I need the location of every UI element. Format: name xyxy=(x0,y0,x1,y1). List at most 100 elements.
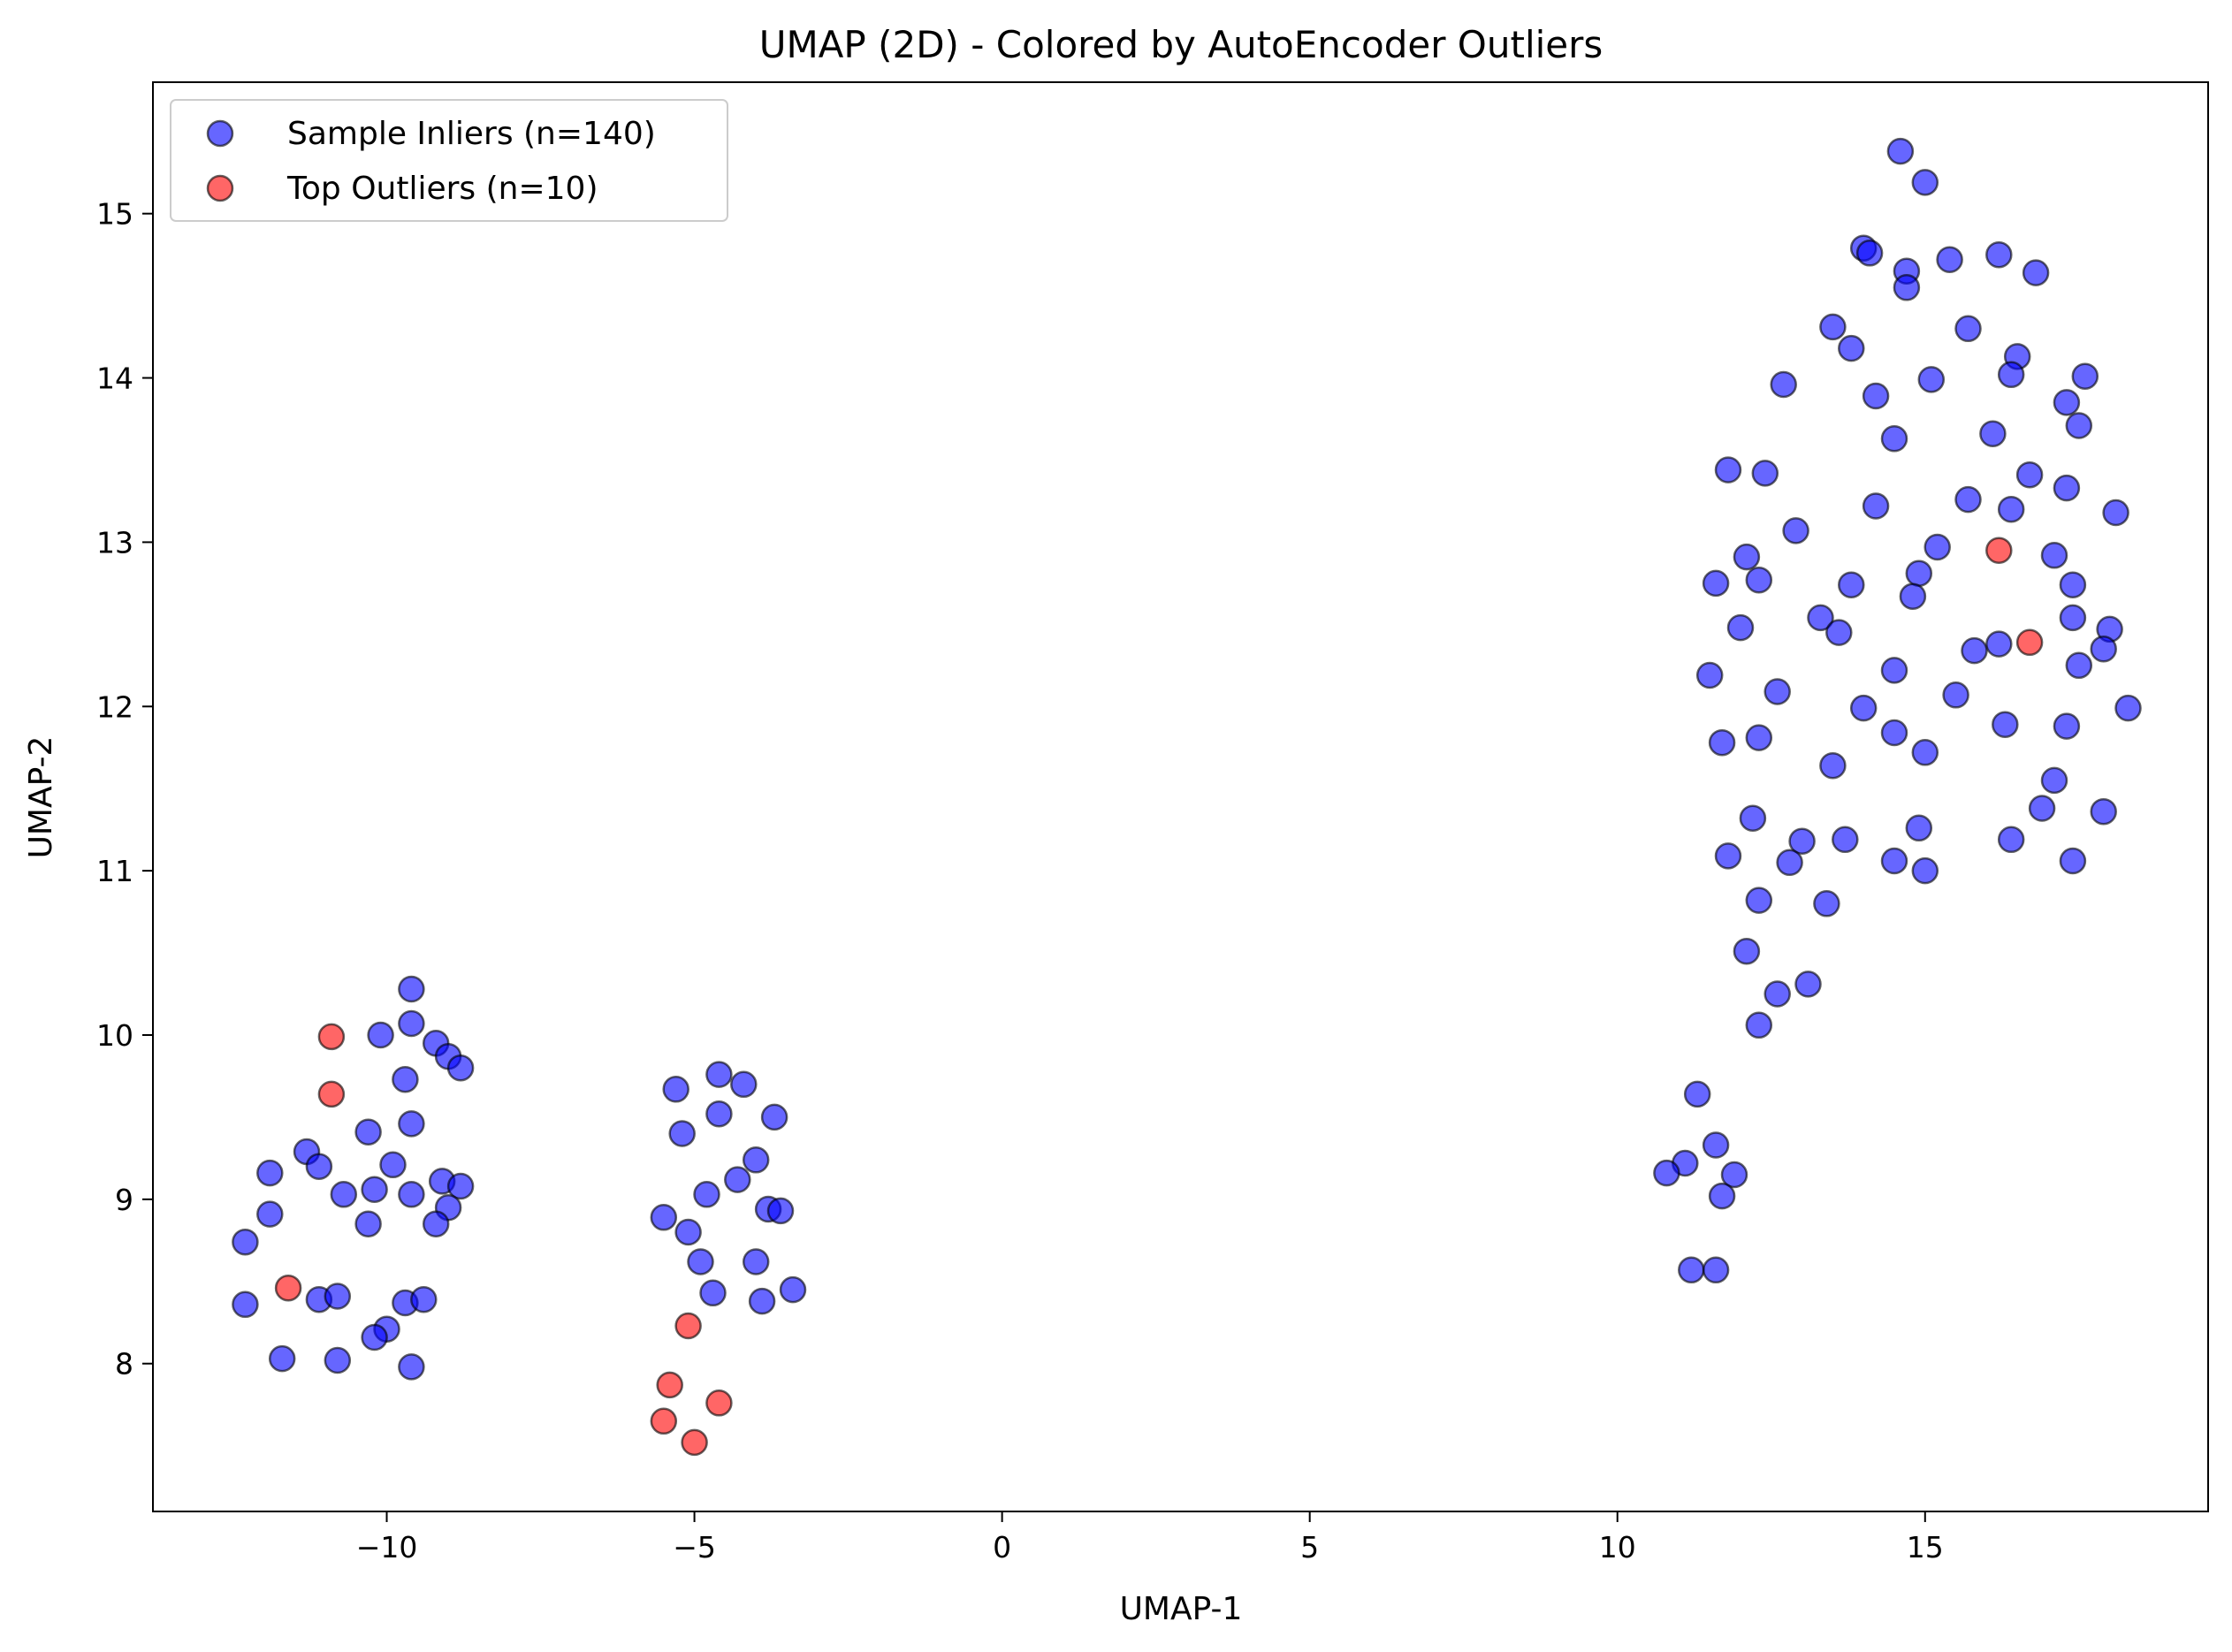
inlier-point xyxy=(1788,827,1816,855)
y-tick-label: 12 xyxy=(96,689,133,724)
inlier-point xyxy=(1745,566,1773,594)
inlier-point xyxy=(668,1120,696,1147)
inlier-point xyxy=(2053,389,2081,416)
inlier-point xyxy=(705,1100,733,1128)
inlier-point xyxy=(1862,382,1890,410)
inlier-point xyxy=(1702,569,1730,598)
inlier-point xyxy=(2114,694,2142,722)
inlier-point xyxy=(2071,362,2099,390)
y-tick-label: 9 xyxy=(115,1183,133,1217)
y-tick-label: 14 xyxy=(96,362,133,396)
inlier-point xyxy=(1880,425,1908,453)
inlier-point xyxy=(305,1153,333,1180)
inlier-point xyxy=(2059,604,2087,632)
inlier-point xyxy=(705,1061,733,1088)
outlier-point xyxy=(705,1389,733,1417)
inlier-point xyxy=(1819,313,1847,341)
inlier-point xyxy=(699,1279,727,1307)
inlier-point xyxy=(1653,1159,1680,1187)
inlier-point xyxy=(1985,240,2013,269)
inlier-point xyxy=(1985,630,2013,658)
x-tick-label: 5 xyxy=(1300,1530,1319,1564)
inlier-point xyxy=(1855,240,1884,267)
inlier-point xyxy=(1708,1182,1736,1210)
inlier-point xyxy=(410,1285,438,1313)
inlier-point xyxy=(1764,980,1791,1008)
inlier-point xyxy=(2015,461,2044,489)
inlier-point xyxy=(650,1204,678,1231)
x-tick-label: −10 xyxy=(356,1530,418,1564)
inlier-point xyxy=(1961,636,1988,665)
inlier-point xyxy=(1702,1256,1730,1284)
inlier-point xyxy=(1997,826,2025,854)
inlier-point xyxy=(1899,582,1927,610)
inlier-point xyxy=(422,1210,450,1237)
inlier-point xyxy=(2102,499,2129,527)
x-tick-label: −5 xyxy=(673,1530,716,1564)
inlier-point xyxy=(1745,1011,1773,1039)
inlier-point xyxy=(2090,635,2117,663)
x-tick-label: 10 xyxy=(1599,1530,1636,1564)
inlier-point xyxy=(2040,766,2068,795)
inlier-point xyxy=(354,1210,382,1237)
outlier-point xyxy=(2015,628,2044,657)
inlier-point xyxy=(1911,856,1939,885)
inlier-point xyxy=(379,1151,407,1179)
outlier-point xyxy=(681,1428,708,1457)
outlier-point xyxy=(317,1023,346,1051)
inlier-point xyxy=(1733,543,1761,571)
inlier-point xyxy=(2053,712,2081,740)
inlier-point xyxy=(1739,804,1767,832)
y-tick-label: 13 xyxy=(96,525,133,560)
inlier-point xyxy=(354,1118,382,1146)
inlier-point xyxy=(1893,274,1921,301)
inlier-point xyxy=(1825,619,1853,646)
inlier-point xyxy=(232,1290,259,1319)
y-axis-label: UMAP-2 xyxy=(23,736,59,859)
inlier-point xyxy=(367,1021,394,1049)
outlier-point xyxy=(674,1312,702,1340)
inlier-point xyxy=(674,1218,702,1246)
inlier-point xyxy=(1832,826,1859,854)
y-tick-label: 15 xyxy=(96,197,133,232)
plot-area-frame xyxy=(152,81,2209,1512)
outlier-point xyxy=(1985,537,2013,564)
inlier-point xyxy=(2028,795,2056,822)
inlier-point xyxy=(742,1146,770,1174)
inlier-point xyxy=(1819,751,1847,780)
points-layer xyxy=(232,137,2142,1457)
inlier-point xyxy=(730,1070,758,1099)
inlier-point xyxy=(1720,1161,1748,1189)
outlier-point xyxy=(656,1371,683,1399)
ticks-layer: −10 −5 0 5 10 15 8 9 10 11 12 13 14 15 xyxy=(96,197,1944,1564)
inlier-point xyxy=(1813,890,1840,917)
inlier-point xyxy=(693,1181,720,1208)
inlier-point xyxy=(687,1248,714,1275)
inlier-point xyxy=(398,1110,425,1138)
inlier-point xyxy=(1849,694,1878,722)
inlier-point xyxy=(1923,533,1951,561)
x-axis-label: UMAP-1 xyxy=(1120,1591,1243,1627)
inlier-point xyxy=(1838,334,1865,362)
inlier-point xyxy=(1695,661,1724,689)
inlier-point xyxy=(256,1200,284,1228)
inlier-point xyxy=(2040,542,2068,569)
inlier-point xyxy=(1997,361,2025,389)
inlier-point xyxy=(361,1323,388,1351)
legend-frame xyxy=(170,99,728,222)
x-tick-label: 0 xyxy=(993,1530,1011,1564)
inlier-point xyxy=(1905,560,1933,587)
inlier-point xyxy=(1911,739,1939,766)
inlier-point xyxy=(446,1054,475,1082)
legend-marker-inliers xyxy=(206,119,234,148)
inlier-point xyxy=(1726,613,1755,642)
inlier-point xyxy=(1917,366,1946,393)
inlier-point xyxy=(760,1103,788,1131)
chart-title: UMAP (2D) - Colored by AutoEncoder Outli… xyxy=(759,23,1604,66)
inlier-point xyxy=(1880,657,1908,684)
inlier-point xyxy=(1880,847,1908,875)
inlier-point xyxy=(766,1197,795,1225)
inlier-point xyxy=(779,1275,807,1304)
